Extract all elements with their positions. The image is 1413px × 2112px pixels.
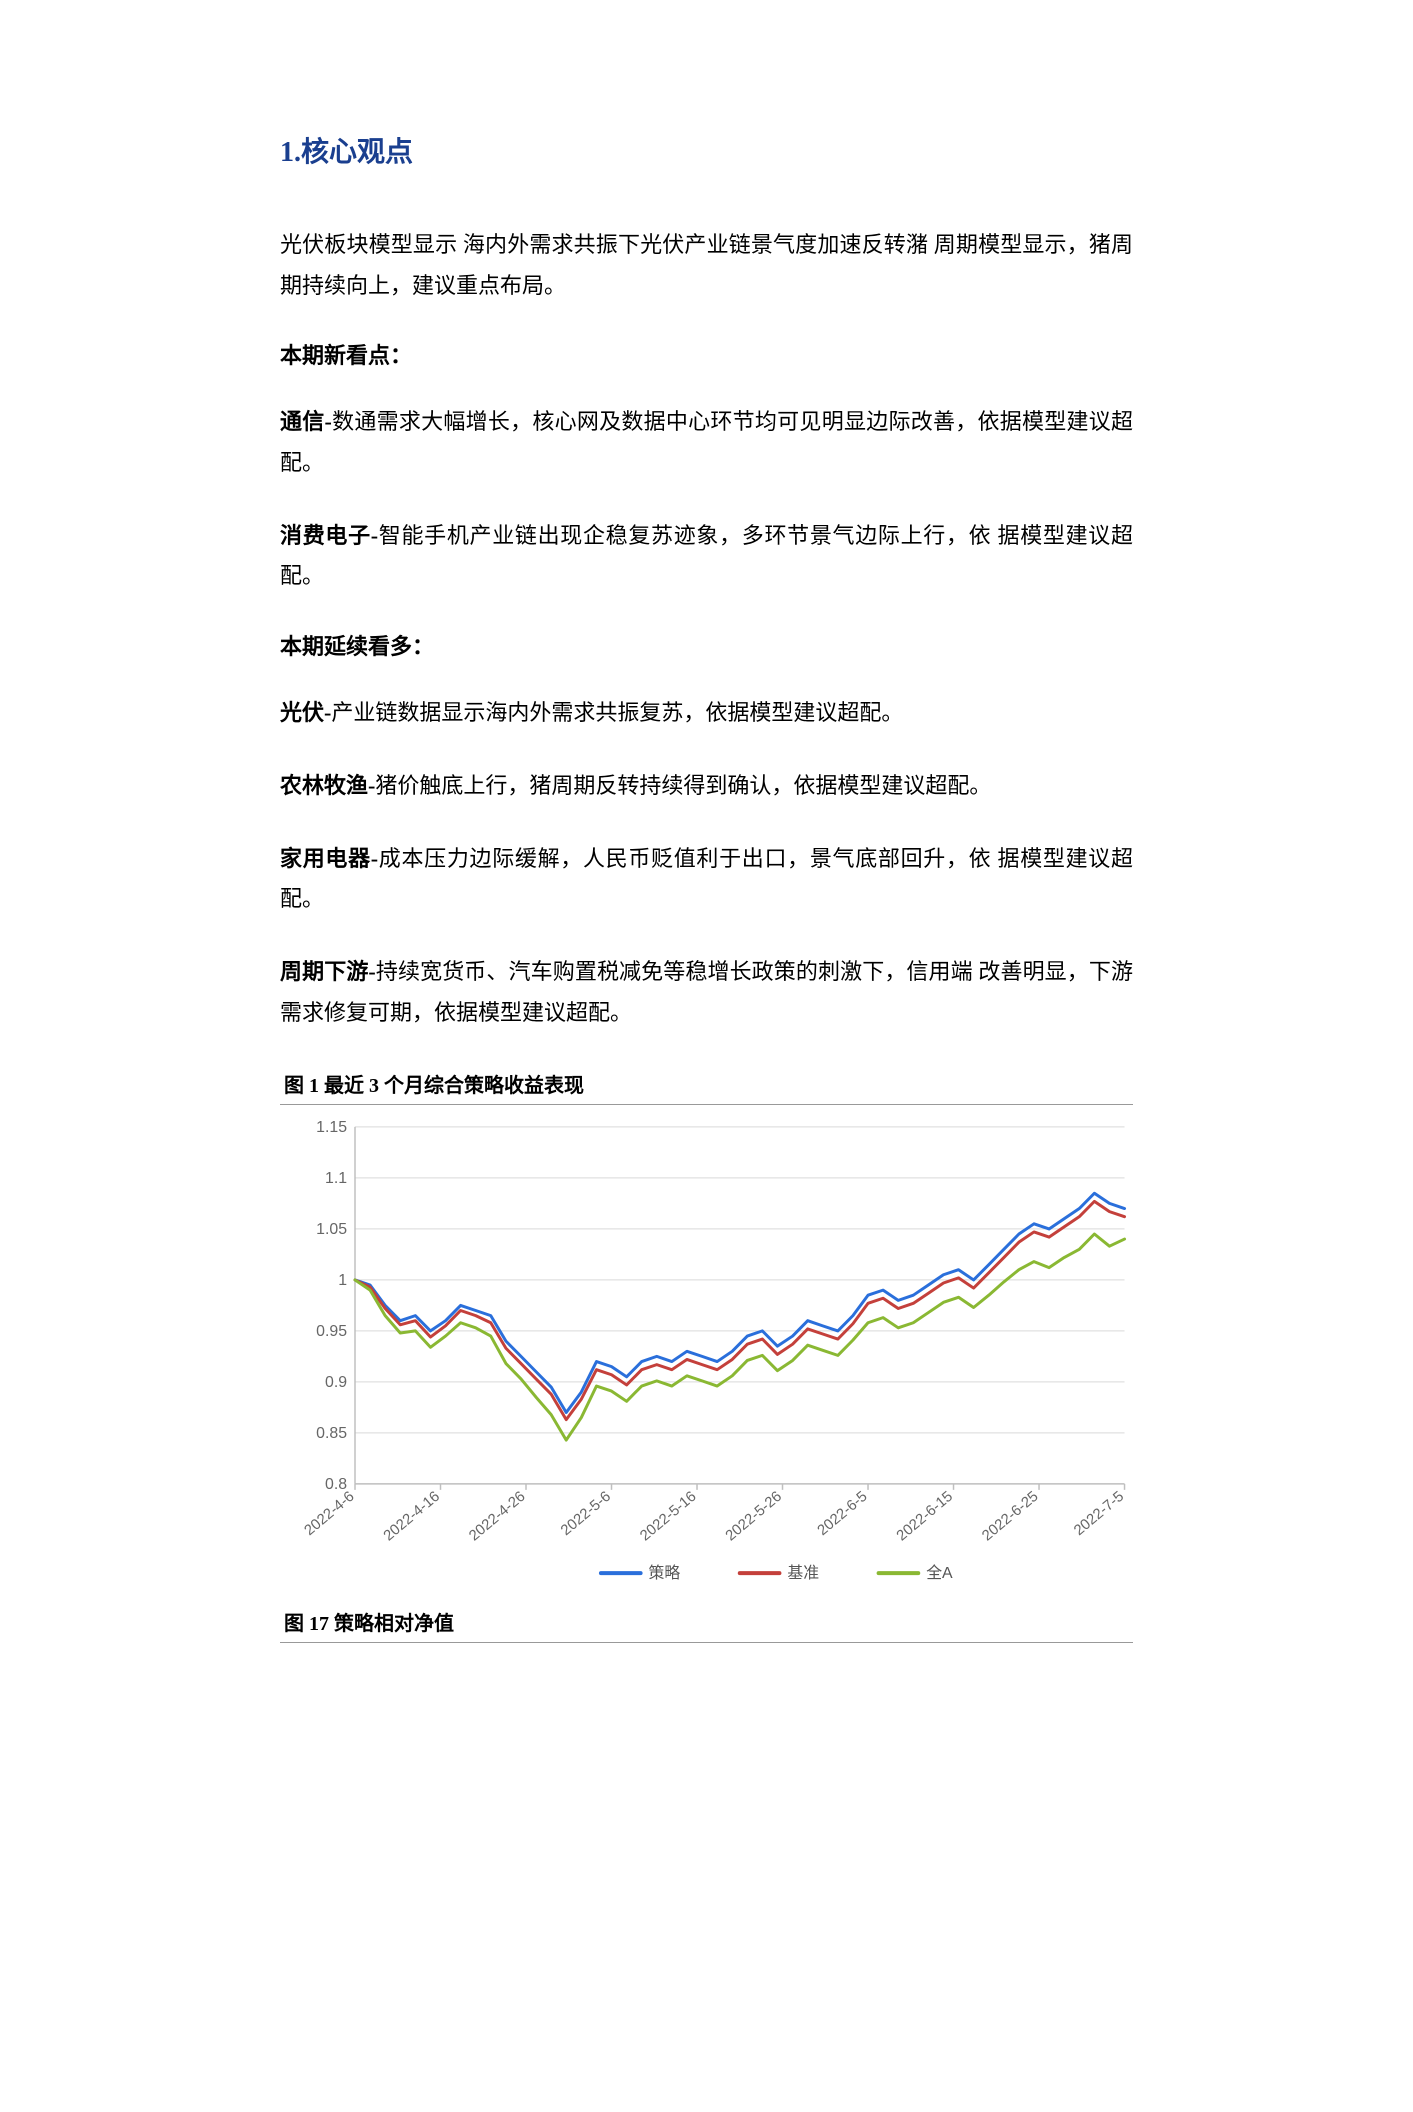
label-agri: 农林牧渔-	[280, 773, 375, 798]
paragraph-agri: 农林牧渔-猪价触底上行，猪周期反转持续得到确认，依据模型建议超配。	[280, 766, 1133, 807]
text-agri: 猪价触底上行，猪周期反转持续得到确认，依据模型建议超配。	[375, 773, 991, 798]
line-chart-svg: 0.80.850.90.9511.051.11.152022-4-62022-4…	[284, 1117, 1140, 1593]
svg-text:1: 1	[338, 1272, 347, 1289]
svg-text:2022-6-5: 2022-6-5	[815, 1489, 871, 1539]
label-consumer-elec: 消费电子-	[280, 523, 378, 548]
svg-text:基准: 基准	[787, 1564, 819, 1582]
paragraph-1: 光伏板块模型显示 海内外需求共振下光伏产业链景气度加速反转潴 周期模型显示，猪周…	[280, 225, 1133, 306]
svg-text:2022-5-26: 2022-5-26	[723, 1489, 785, 1545]
section-heading: 1.核心观点	[280, 130, 1133, 170]
svg-text:2022-5-16: 2022-5-16	[637, 1489, 699, 1545]
text-cycle: 持续宽货币、汽车购置税减免等稳增长政策的刺激下，信用端 改善明显，下游需求修复可…	[280, 959, 1133, 1025]
svg-text:1.1: 1.1	[325, 1170, 347, 1187]
svg-text:2022-7-5: 2022-7-5	[1071, 1489, 1127, 1539]
svg-text:2022-5-6: 2022-5-6	[558, 1489, 614, 1539]
svg-text:全A: 全A	[926, 1564, 953, 1582]
svg-text:0.95: 0.95	[316, 1323, 347, 1340]
text-comm: 数通需求大幅增长，核心网及数据中心环节均可见明显边际改善，依据模型建议超配。	[280, 409, 1133, 475]
svg-text:2022-6-25: 2022-6-25	[979, 1489, 1041, 1545]
paragraph-cycle: 周期下游-持续宽货币、汽车购置税减免等稳增长政策的刺激下，信用端 改善明显，下游…	[280, 952, 1133, 1033]
svg-text:2022-4-6: 2022-4-6	[302, 1489, 358, 1539]
paragraph-comm: 通信-数通需求大幅增长，核心网及数据中心环节均可见明显边际改善，依据模型建议超配…	[280, 402, 1133, 483]
label-cycle: 周期下游-	[280, 959, 376, 984]
label-solar: 光伏-	[280, 700, 331, 725]
subheading-continue: 本期延续看多：	[280, 629, 1133, 661]
subheading-new: 本期新看点：	[280, 338, 1133, 370]
text-consumer-elec: 智能手机产业链出现企稳复苏迹象，多环节景气边际上行，依 据模型建议超配。	[280, 523, 1133, 589]
svg-text:2022-4-16: 2022-4-16	[381, 1489, 443, 1545]
paragraph-solar: 光伏-产业链数据显示海内外需求共振复苏，依据模型建议超配。	[280, 693, 1133, 734]
figure-1-chart: 0.80.850.90.9511.051.11.152022-4-62022-4…	[280, 1113, 1140, 1593]
document-page: 1.核心观点 光伏板块模型显示 海内外需求共振下光伏产业链景气度加速反转潴 周期…	[0, 0, 1413, 1643]
svg-text:2022-6-15: 2022-6-15	[894, 1489, 956, 1545]
figure-1-title: 图 1 最近 3 个月综合策略收益表现	[280, 1065, 1133, 1105]
svg-text:0.85: 0.85	[316, 1425, 347, 1442]
svg-text:1.05: 1.05	[316, 1221, 347, 1238]
svg-text:2022-4-26: 2022-4-26	[466, 1489, 528, 1545]
text-solar: 产业链数据显示海内外需求共振复苏，依据模型建议超配。	[331, 700, 903, 725]
figure-17-title: 图 17 策略相对净值	[280, 1603, 1133, 1643]
label-comm: 通信-	[280, 409, 332, 434]
label-appliance: 家用电器-	[280, 846, 378, 871]
paragraph-consumer-elec: 消费电子-智能手机产业链出现企稳复苏迹象，多环节景气边际上行，依 据模型建议超配…	[280, 516, 1133, 597]
svg-text:1.15: 1.15	[316, 1119, 347, 1136]
svg-text:0.9: 0.9	[325, 1374, 347, 1391]
svg-text:策略: 策略	[649, 1564, 681, 1582]
text-appliance: 成本压力边际缓解，人民币贬值利于出口，景气底部回升，依 据模型建议超配。	[280, 846, 1133, 912]
paragraph-appliance: 家用电器-成本压力边际缓解，人民币贬值利于出口，景气底部回升，依 据模型建议超配…	[280, 839, 1133, 920]
